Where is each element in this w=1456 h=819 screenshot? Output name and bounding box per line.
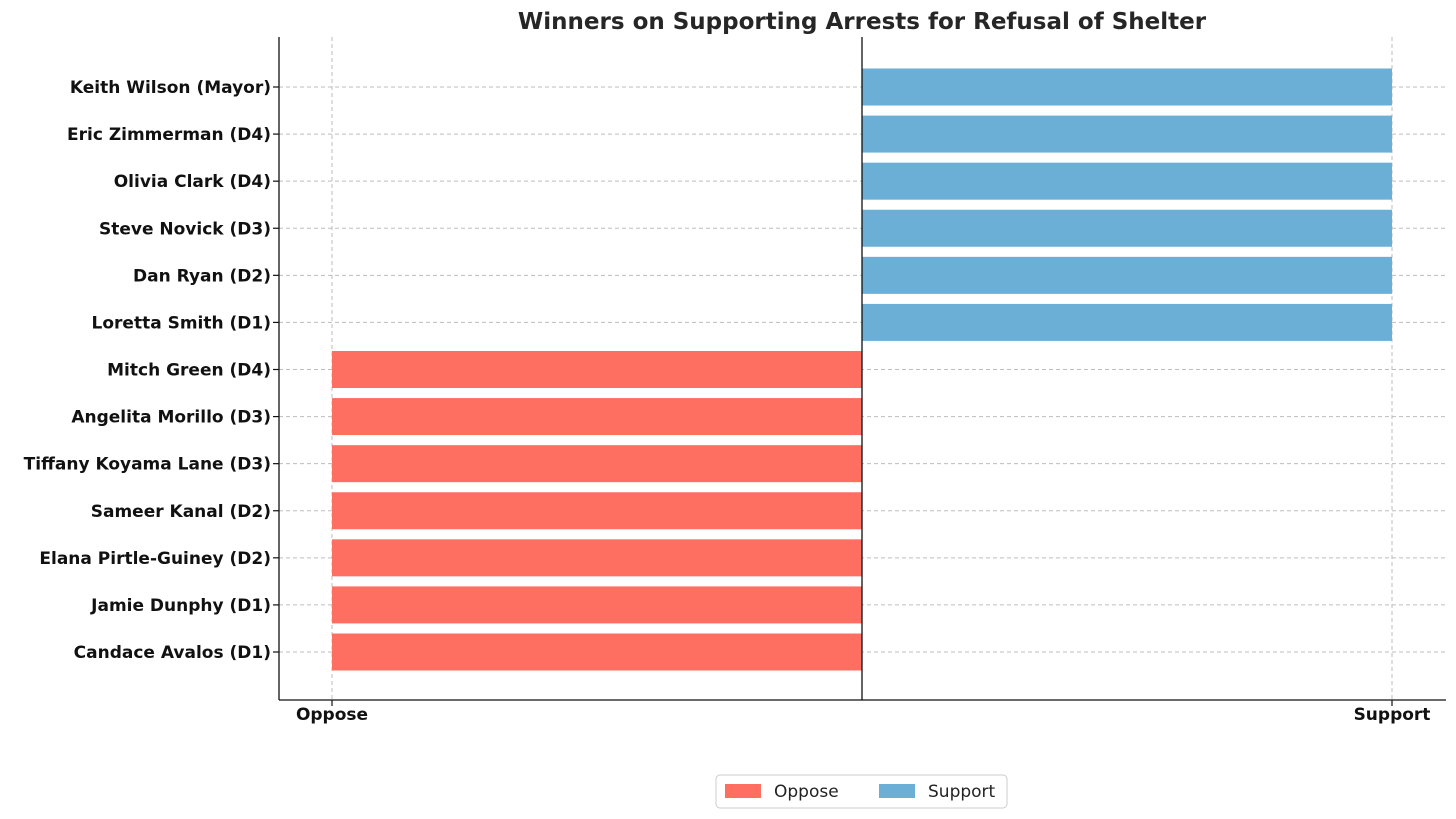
bar-support — [862, 162, 1392, 200]
y-tick-label: Tiffany Koyama Lane (D3) — [24, 455, 271, 475]
y-tick-label: Olivia Clark (D4) — [114, 172, 271, 192]
bar-oppose — [332, 445, 862, 483]
y-tick-label: Jamie Dunphy (D1) — [90, 596, 271, 616]
y-tick-label: Elana Pirtle-Guiney (D2) — [39, 549, 271, 569]
y-tick-label: Dan Ryan (D2) — [133, 266, 271, 286]
bar-oppose — [332, 492, 862, 530]
legend-swatch-oppose — [725, 784, 761, 798]
legend-label-support: Support — [928, 782, 996, 802]
y-tick-label: Loretta Smith (D1) — [92, 313, 271, 333]
bar-support — [862, 303, 1392, 341]
legend-label-oppose: Oppose — [774, 782, 839, 802]
bars — [332, 68, 1392, 671]
y-tick-label: Angelita Morillo (D3) — [71, 408, 271, 428]
bar-support — [862, 256, 1392, 294]
y-tick-labels: Candace Avalos (D1) Jamie Dunphy (D1) Elan… — [24, 78, 271, 663]
bar-oppose — [332, 351, 862, 388]
bar-support — [862, 209, 1392, 247]
legend-swatch-support — [879, 784, 915, 798]
bar-oppose — [332, 539, 862, 577]
bar-support — [862, 68, 1392, 106]
y-tick-label: Sameer Kanal (D2) — [91, 502, 271, 522]
bar-support — [862, 115, 1392, 153]
x-tick-label: Oppose — [296, 705, 368, 725]
bar-oppose — [332, 398, 862, 436]
y-tick-label: Eric Zimmerman (D4) — [67, 125, 271, 145]
x-tick-label: Support — [1354, 705, 1431, 725]
legend[interactable]: Oppose Support — [715, 774, 1008, 809]
y-tick-label: Keith Wilson (Mayor) — [70, 78, 271, 98]
y-tick-label: Candace Avalos (D1) — [74, 643, 271, 663]
axes — [273, 37, 1446, 706]
chart-title: Winners on Supporting Arrests for Refusa… — [518, 9, 1207, 35]
y-tick-label: Steve Novick (D3) — [99, 219, 271, 239]
x-tick-labels: Oppose Support — [296, 705, 1431, 725]
legend-frame — [715, 774, 1008, 809]
bar-oppose — [332, 586, 862, 624]
bar-oppose — [332, 633, 862, 671]
y-tick-label: Mitch Green (D4) — [107, 361, 271, 381]
